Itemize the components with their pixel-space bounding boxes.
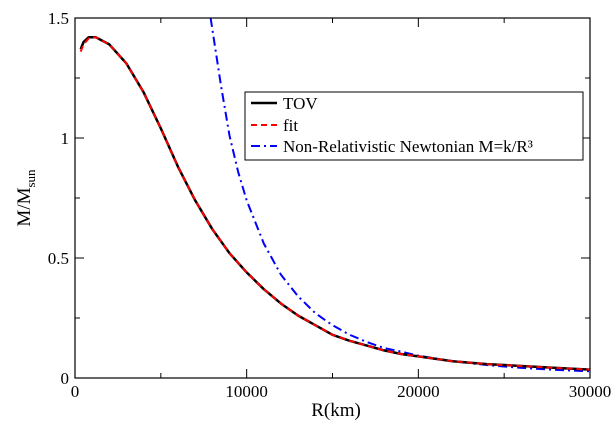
legend-label-fit: fit (283, 116, 298, 135)
plot-frame (74, 17, 591, 379)
y-axis-ticks: 0 0.5 1 1.5 (48, 9, 590, 388)
series-line-newtonian (209, 18, 590, 373)
y-tick-label: 0.5 (48, 249, 69, 268)
x-tick-label: 0 (71, 382, 80, 401)
legend-box (244, 91, 584, 161)
y-axis-label-main: M/M (14, 187, 35, 226)
series-line-fit (79, 36, 590, 371)
x-axis-label: R(km) (311, 400, 361, 421)
x-tick-label: 30000 (569, 382, 612, 401)
series-layer (79, 18, 590, 373)
y-axis-label-sub: sun (23, 169, 38, 188)
legend: TOV fit Non-Relativistic Newtonian M=k/R… (244, 91, 584, 161)
y-tick-label: 1.5 (48, 9, 69, 28)
x-tick-label: 20000 (397, 382, 440, 401)
y-tick-label: 1 (61, 129, 70, 148)
y-tick-label: 0 (61, 369, 70, 388)
x-tick-label: 10000 (225, 382, 268, 401)
y-axis-label: M/Msun (14, 169, 38, 227)
x-axis-ticks: 0 10000 20000 30000 (71, 18, 612, 401)
legend-label-newtonian: Non-Relativistic Newtonian M=k/R³ (283, 137, 533, 156)
legend-label-tov: TOV (283, 94, 318, 113)
series-line-tov (79, 35, 590, 371)
